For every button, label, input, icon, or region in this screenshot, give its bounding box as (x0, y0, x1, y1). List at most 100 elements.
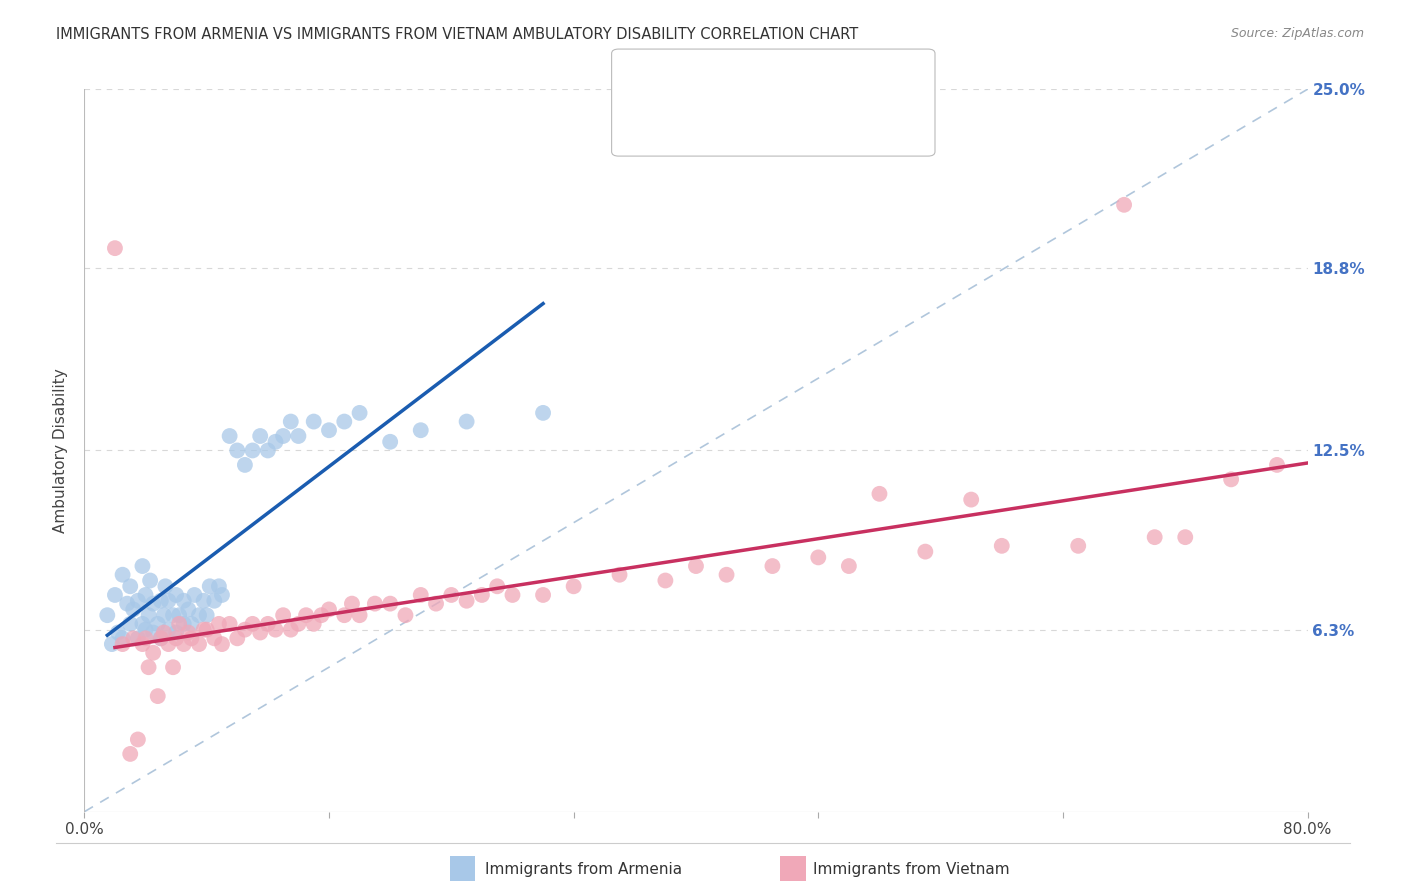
Point (333, 608, 356, 623)
Point (149, 593, 172, 607)
Point (127, 732, 149, 747)
Point (257, 443, 280, 458)
Point (101, 637, 124, 651)
Point (1265, 458, 1288, 472)
Point (211, 588, 233, 602)
Point (208, 616, 231, 631)
Point (340, 597, 363, 611)
Point (685, 559, 707, 574)
Point (249, 625, 271, 640)
Point (120, 579, 142, 593)
Point (531, 406, 554, 420)
Point (960, 492, 983, 507)
Point (149, 632, 172, 646)
Point (271, 429, 294, 443)
Point (173, 637, 195, 651)
Point (654, 574, 676, 588)
Point (177, 602, 200, 616)
Point (193, 623, 215, 637)
Point (364, 597, 387, 611)
Point (380, 597, 402, 611)
Point (280, 415, 302, 429)
Point (146, 616, 169, 631)
Text: IMMIGRANTS FROM ARMENIA VS IMMIGRANTS FROM VIETNAM AMBULATORY DISABILITY CORRELA: IMMIGRANTS FROM ARMENIA VS IMMIGRANTS FR… (56, 27, 859, 42)
Point (165, 632, 187, 646)
Point (257, 616, 280, 631)
Point (193, 593, 215, 607)
Point (502, 588, 524, 602)
Point (218, 616, 240, 631)
Point (127, 593, 149, 607)
Point (302, 616, 325, 631)
Point (302, 415, 325, 429)
Point (162, 608, 184, 623)
Point (153, 625, 176, 640)
Point (131, 559, 153, 574)
Text: Immigrants from Armenia: Immigrants from Armenia (485, 863, 682, 877)
Point (183, 588, 205, 602)
Point (226, 632, 249, 646)
Point (157, 623, 180, 637)
Point (153, 608, 176, 623)
Y-axis label: Ambulatory Disability: Ambulatory Disability (53, 368, 69, 533)
Point (173, 616, 195, 631)
Point (165, 625, 187, 640)
Point (202, 632, 225, 646)
Point (1143, 530, 1166, 544)
Point (249, 429, 271, 443)
Point (425, 597, 447, 611)
Point (609, 567, 631, 582)
Point (318, 423, 340, 437)
Point (142, 597, 165, 611)
Point (562, 579, 585, 593)
Point (869, 487, 891, 501)
Point (380, 434, 402, 449)
Point (131, 637, 153, 651)
Point (180, 616, 202, 631)
Point (349, 406, 371, 420)
Point (177, 625, 200, 640)
Point (1114, 198, 1136, 212)
Point (122, 632, 145, 646)
Point (167, 608, 190, 623)
Point (195, 608, 218, 623)
Text: R = 0.491   N = 71: R = 0.491 N = 71 (675, 120, 845, 137)
Point (111, 637, 134, 651)
Point (142, 646, 165, 660)
Point (456, 415, 478, 429)
Point (991, 539, 1014, 553)
Point (218, 429, 240, 443)
Point (295, 608, 318, 623)
Point (208, 579, 231, 593)
Point (486, 579, 509, 593)
Point (264, 623, 287, 637)
Point (311, 608, 333, 623)
Point (233, 458, 256, 472)
Point (139, 574, 162, 588)
Point (242, 443, 264, 458)
Point (211, 637, 233, 651)
Point (162, 660, 184, 674)
Point (456, 593, 478, 607)
Point (838, 559, 860, 574)
Point (1067, 539, 1090, 553)
Point (135, 588, 157, 602)
Point (195, 623, 218, 637)
Point (96, 608, 118, 623)
Point (264, 434, 287, 449)
Point (107, 625, 129, 640)
Point (104, 241, 127, 255)
Point (104, 588, 127, 602)
Point (120, 747, 142, 761)
Point (188, 608, 211, 623)
Point (155, 579, 177, 593)
Point (167, 616, 190, 631)
Point (188, 637, 211, 651)
Point (157, 637, 180, 651)
Point (135, 632, 157, 646)
Point (135, 623, 157, 637)
Point (180, 632, 202, 646)
Point (226, 443, 249, 458)
Point (165, 588, 187, 602)
Text: Source: ZipAtlas.com: Source: ZipAtlas.com (1230, 27, 1364, 40)
